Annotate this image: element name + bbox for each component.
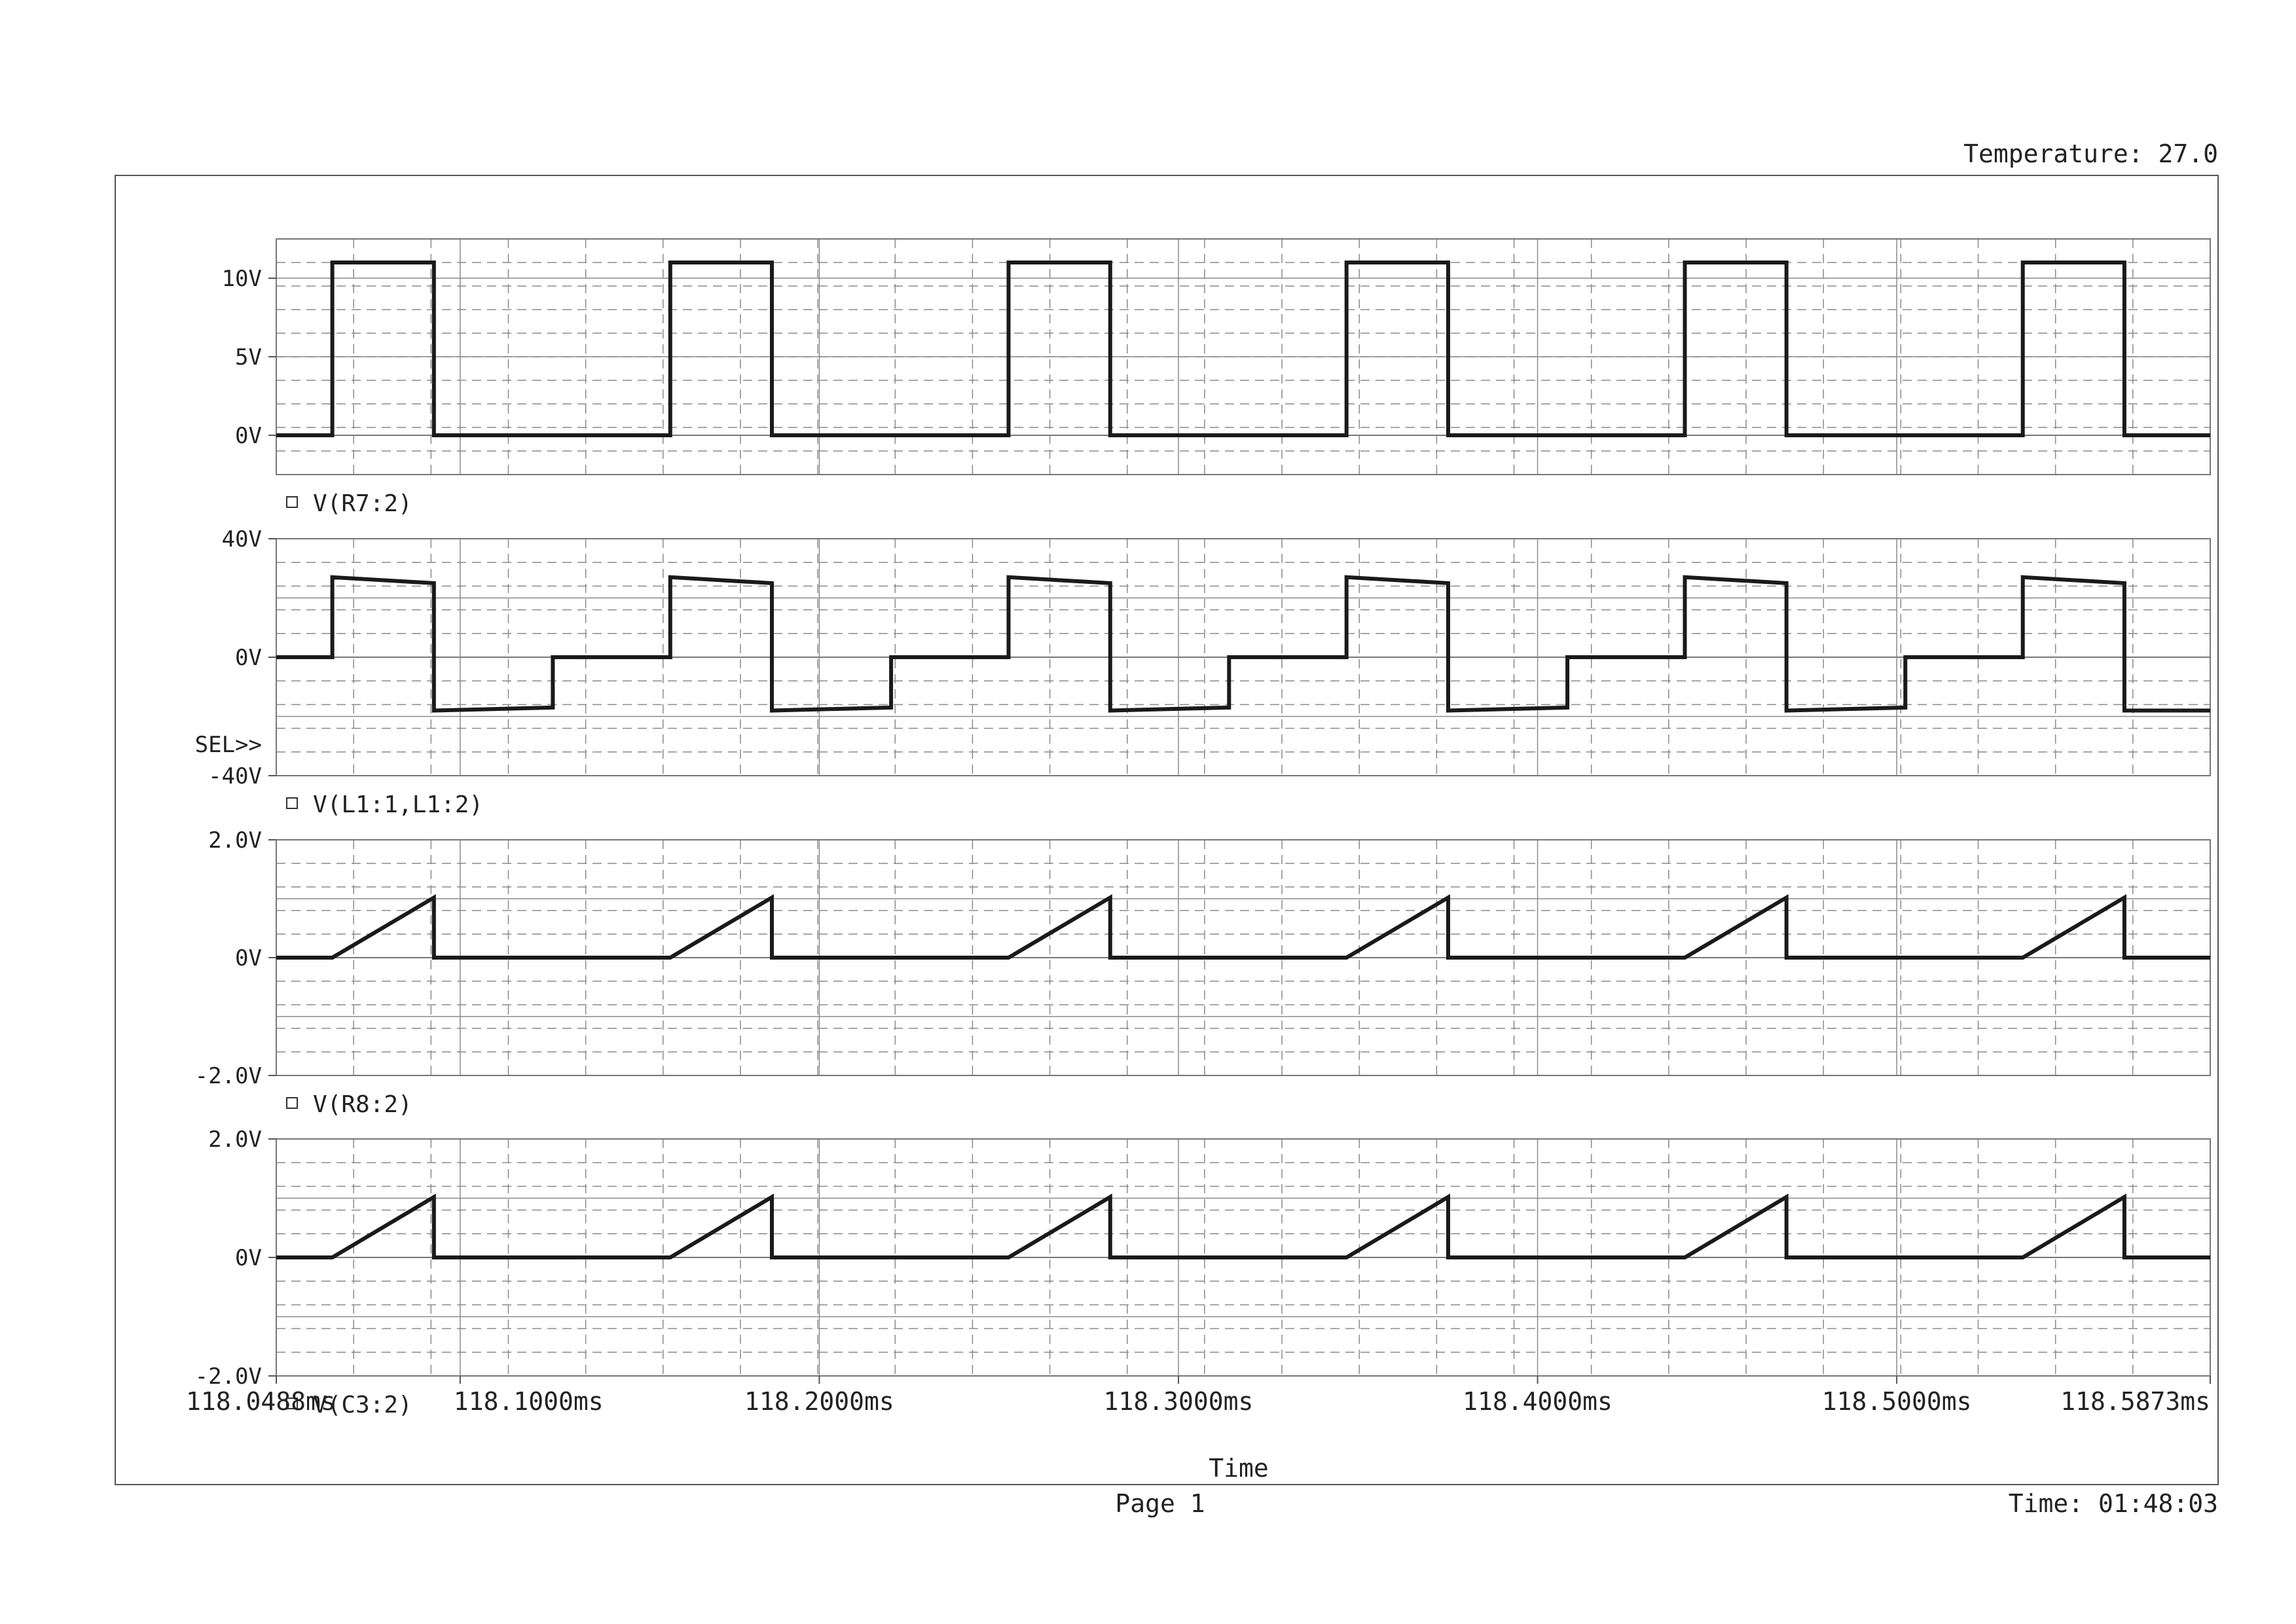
trace-symbol — [286, 496, 298, 508]
y-tick-label: -40V — [208, 763, 262, 789]
trace-label: V(R8:2) — [313, 1091, 412, 1118]
trace-symbol — [286, 1398, 298, 1409]
y-tick-label: 0V — [235, 945, 262, 971]
plot-panel-3: -2.0V 0V 2.0V V(R8:2) — [195, 827, 2211, 1118]
trace-line-4 — [276, 1193, 2210, 1259]
page-frame — [115, 175, 2219, 1485]
x-tick-label: 118.5000ms — [1822, 1387, 1972, 1416]
y-tick-label: 0V — [235, 645, 262, 671]
trace-label: V(R7:2) — [313, 490, 412, 517]
trace-label: V(C3:2) — [313, 1392, 412, 1418]
plot-panel-1: 0V 5V 10V V(R7:2) — [222, 238, 2211, 517]
temperature-label: Temperature: 27.0 — [1963, 139, 2218, 168]
trace-line-2 — [276, 575, 2210, 713]
y-tick-label: 2.0V — [208, 1127, 262, 1153]
y-tick-label: 0V — [235, 423, 262, 449]
x-tick-label: 118.2000ms — [744, 1387, 894, 1416]
trace-symbol — [286, 797, 298, 809]
x-tick-label: 118.4000ms — [1463, 1387, 1613, 1416]
time-stamp-label: Time: 01:48:03 — [2009, 1489, 2218, 1518]
y-tick-label: -2.0V — [195, 1363, 262, 1390]
trace-line-1 — [276, 261, 2210, 437]
trace-line-3 — [276, 893, 2210, 960]
x-tick-label: 118.1000ms — [454, 1387, 604, 1416]
y-tick-label: -2.0V — [195, 1063, 262, 1089]
plot-panel-2: -40V 0V 40V SEL>> V(L1:1,L1:2) — [195, 526, 2211, 818]
plot-panels: 0V 5V 10V V(R7:2) -40V 0V 40V SEL>> V(L1:1,L1:2)… — [195, 238, 2211, 1418]
page-number-label: Page 1 — [1115, 1489, 1205, 1518]
y-tick-label: 2.0V — [208, 827, 262, 854]
x-tick-label: 118.5873ms — [2060, 1387, 2210, 1416]
x-axis-title: Time — [1209, 1454, 1269, 1483]
y-tick-label: 5V — [235, 344, 262, 370]
trace-symbol — [286, 1097, 298, 1109]
x-tick-label: 118.0488ms — [186, 1387, 336, 1416]
trace-label: V(L1:1,L1:2) — [313, 791, 483, 818]
selection-marker: SEL>> — [195, 732, 262, 758]
y-tick-label: 0V — [235, 1245, 262, 1271]
y-tick-label: 10V — [222, 266, 262, 292]
time-axis: 118.0488ms 118.1000ms 118.2000ms 118.3000ms… — [186, 1376, 2211, 1416]
x-tick-label: 118.3000ms — [1104, 1387, 1254, 1416]
plot-panel-4: -2.0V 0V 2.0V V(C3:2) — [195, 1127, 2211, 1418]
y-tick-label: 40V — [222, 526, 262, 552]
